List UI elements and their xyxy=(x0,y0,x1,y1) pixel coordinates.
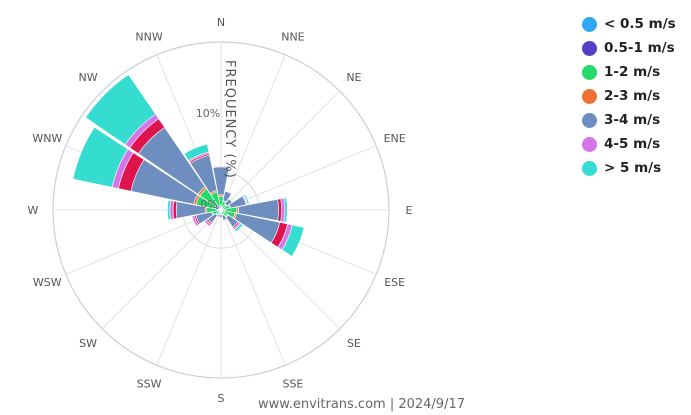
legend-label: > 5 m/s xyxy=(604,160,662,176)
direction-label-nne: NNE xyxy=(281,30,304,43)
direction-label-w: W xyxy=(28,204,39,217)
legend-swatch xyxy=(582,160,597,176)
bar-segment-wnw-s6 xyxy=(72,126,129,188)
direction-label-ene: ENE xyxy=(384,132,406,145)
direction-label-ne: NE xyxy=(346,71,361,84)
legend-swatch xyxy=(582,64,597,80)
bar-segment-ene-s6 xyxy=(243,193,250,205)
legend-swatch xyxy=(582,136,597,152)
direction-label-nnw: NNW xyxy=(135,30,162,43)
footer-text: www.envitrans.com | 2024/9/17 xyxy=(258,397,465,412)
bar-segment-ese-s6 xyxy=(281,224,305,257)
bar-segment-nw-s6 xyxy=(85,74,157,146)
wind-rose-bars xyxy=(72,74,305,257)
spoke-line xyxy=(220,90,341,211)
bar-segment-wsw-s5 xyxy=(191,215,199,227)
bar-segment-nnw-s6 xyxy=(183,143,210,161)
legend-item[interactable]: 2-3 m/s xyxy=(582,84,676,108)
legend-label: 0.5-1 m/s xyxy=(604,40,675,56)
direction-label-e: E xyxy=(406,204,413,217)
spoke-line xyxy=(220,54,286,211)
direction-label-wnw: WNW xyxy=(32,132,62,145)
legend-swatch xyxy=(582,88,597,104)
ring-label-1: 10% xyxy=(196,107,220,120)
legend-label: 1-2 m/s xyxy=(604,64,661,80)
direction-label-sw: SW xyxy=(79,337,97,350)
bar-segment-se-s6 xyxy=(234,223,244,233)
direction-label-se: SE xyxy=(347,337,361,350)
direction-labels: N NNE NE ENE E ESE SE SSE S SSW SW WSW W WNW NW NNW xyxy=(28,16,413,405)
direction-label-ssw: SSW xyxy=(137,378,162,391)
legend-item[interactable]: 4-5 m/s xyxy=(582,132,676,156)
direction-label-n: N xyxy=(217,16,225,29)
spoke-line xyxy=(220,209,286,366)
radial-axis-title: FREQUENCY (%) xyxy=(222,60,237,179)
bar-segment-nne-s5 xyxy=(224,190,233,195)
bar-segment-sse-s5 xyxy=(222,218,228,222)
legend-swatch xyxy=(582,40,597,56)
direction-label-sse: SSE xyxy=(282,378,303,391)
legend-swatch xyxy=(582,112,597,128)
direction-label-ese: ESE xyxy=(384,276,405,289)
direction-label-wsw: WSW xyxy=(33,276,62,289)
legend-label: 2-3 m/s xyxy=(604,88,661,104)
legend-item[interactable]: 1-2 m/s xyxy=(582,60,676,84)
direction-label-s: S xyxy=(218,392,225,405)
direction-label-nw: NW xyxy=(79,71,98,84)
legend-swatch xyxy=(582,16,597,32)
spoke-line xyxy=(156,209,222,366)
ring-label-0: 0% xyxy=(200,198,217,211)
legend-label: < 0.5 m/s xyxy=(604,16,676,32)
legend-item[interactable]: < 0.5 m/s xyxy=(582,12,676,36)
spoke-line xyxy=(101,209,222,330)
legend-item[interactable]: 3-4 m/s xyxy=(582,108,676,132)
legend-item[interactable]: > 5 m/s xyxy=(582,156,676,180)
legend-item[interactable]: 0.5-1 m/s xyxy=(582,36,676,60)
bar-segment-n-s5 xyxy=(212,165,230,168)
bar-segment-sw-s5 xyxy=(204,219,212,227)
bar-segment-s-s5 xyxy=(219,216,223,219)
ring-labels: 0% 10% xyxy=(196,107,220,211)
bar-segment-e-s6 xyxy=(283,197,288,223)
spoke-line xyxy=(220,209,341,330)
bar-segment-w-s6 xyxy=(167,199,172,221)
legend-label: 4-5 m/s xyxy=(604,136,661,152)
legend-label: 3-4 m/s xyxy=(604,112,661,128)
legend: < 0.5 m/s 0.5-1 m/s 1-2 m/s 2-3 m/s 3-4 m/s 4… xyxy=(582,12,676,180)
